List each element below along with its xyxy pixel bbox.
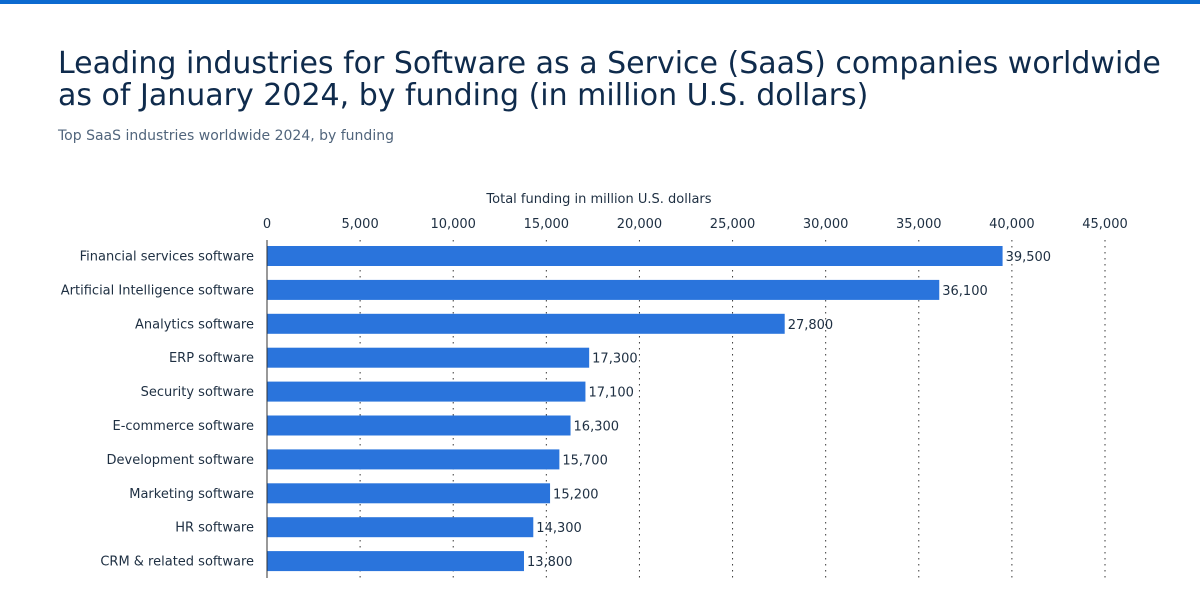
value-label: 27,800 bbox=[788, 318, 834, 333]
x-tick-label: 20,000 bbox=[617, 217, 663, 232]
value-label: 13,800 bbox=[527, 555, 573, 570]
category-label: HR software bbox=[175, 521, 254, 536]
value-label: 16,300 bbox=[574, 420, 620, 435]
x-tick-label: 10,000 bbox=[430, 217, 476, 232]
category-label: ERP software bbox=[169, 351, 254, 366]
x-tick-label: 0 bbox=[263, 217, 271, 232]
value-label: 15,700 bbox=[562, 453, 608, 468]
x-tick-label: 30,000 bbox=[803, 217, 849, 232]
value-label: 36,100 bbox=[942, 284, 988, 299]
category-label: Financial services software bbox=[80, 250, 254, 265]
x-tick-label: 40,000 bbox=[989, 217, 1035, 232]
bar bbox=[267, 449, 560, 470]
x-tick-label: 15,000 bbox=[524, 217, 570, 232]
value-label: 14,300 bbox=[536, 521, 582, 536]
x-tick-label: 5,000 bbox=[342, 217, 379, 232]
x-tick-label: 35,000 bbox=[896, 217, 942, 232]
value-label: 17,100 bbox=[588, 386, 634, 401]
category-label: E-commerce software bbox=[113, 419, 255, 434]
category-label: Marketing software bbox=[129, 487, 254, 502]
chart-title: Leading industries for Software as a Ser… bbox=[58, 46, 1161, 113]
category-label: Artificial Intelligence software bbox=[61, 283, 254, 298]
value-label: 39,500 bbox=[1006, 250, 1052, 265]
top-accent-bar bbox=[0, 0, 1200, 4]
bar bbox=[267, 313, 785, 334]
bar bbox=[267, 483, 551, 504]
value-label: 17,300 bbox=[592, 352, 638, 367]
value-label: 15,200 bbox=[553, 487, 599, 502]
bar bbox=[267, 415, 571, 436]
bar bbox=[267, 551, 524, 572]
bar bbox=[267, 246, 1003, 266]
x-tick-label: 45,000 bbox=[1082, 217, 1128, 232]
x-tick-label: 25,000 bbox=[710, 217, 756, 232]
category-label: Development software bbox=[107, 453, 254, 468]
category-label: Security software bbox=[141, 385, 254, 400]
bar bbox=[267, 517, 534, 538]
x-axis-label: Total funding in million U.S. dollars bbox=[485, 192, 711, 207]
bar bbox=[267, 347, 590, 368]
chart-subtitle: Top SaaS industries worldwide 2024, by f… bbox=[58, 128, 394, 144]
category-label: CRM & related software bbox=[100, 555, 254, 570]
bar bbox=[267, 279, 940, 300]
category-label: Analytics software bbox=[135, 317, 254, 332]
bar bbox=[267, 381, 586, 402]
